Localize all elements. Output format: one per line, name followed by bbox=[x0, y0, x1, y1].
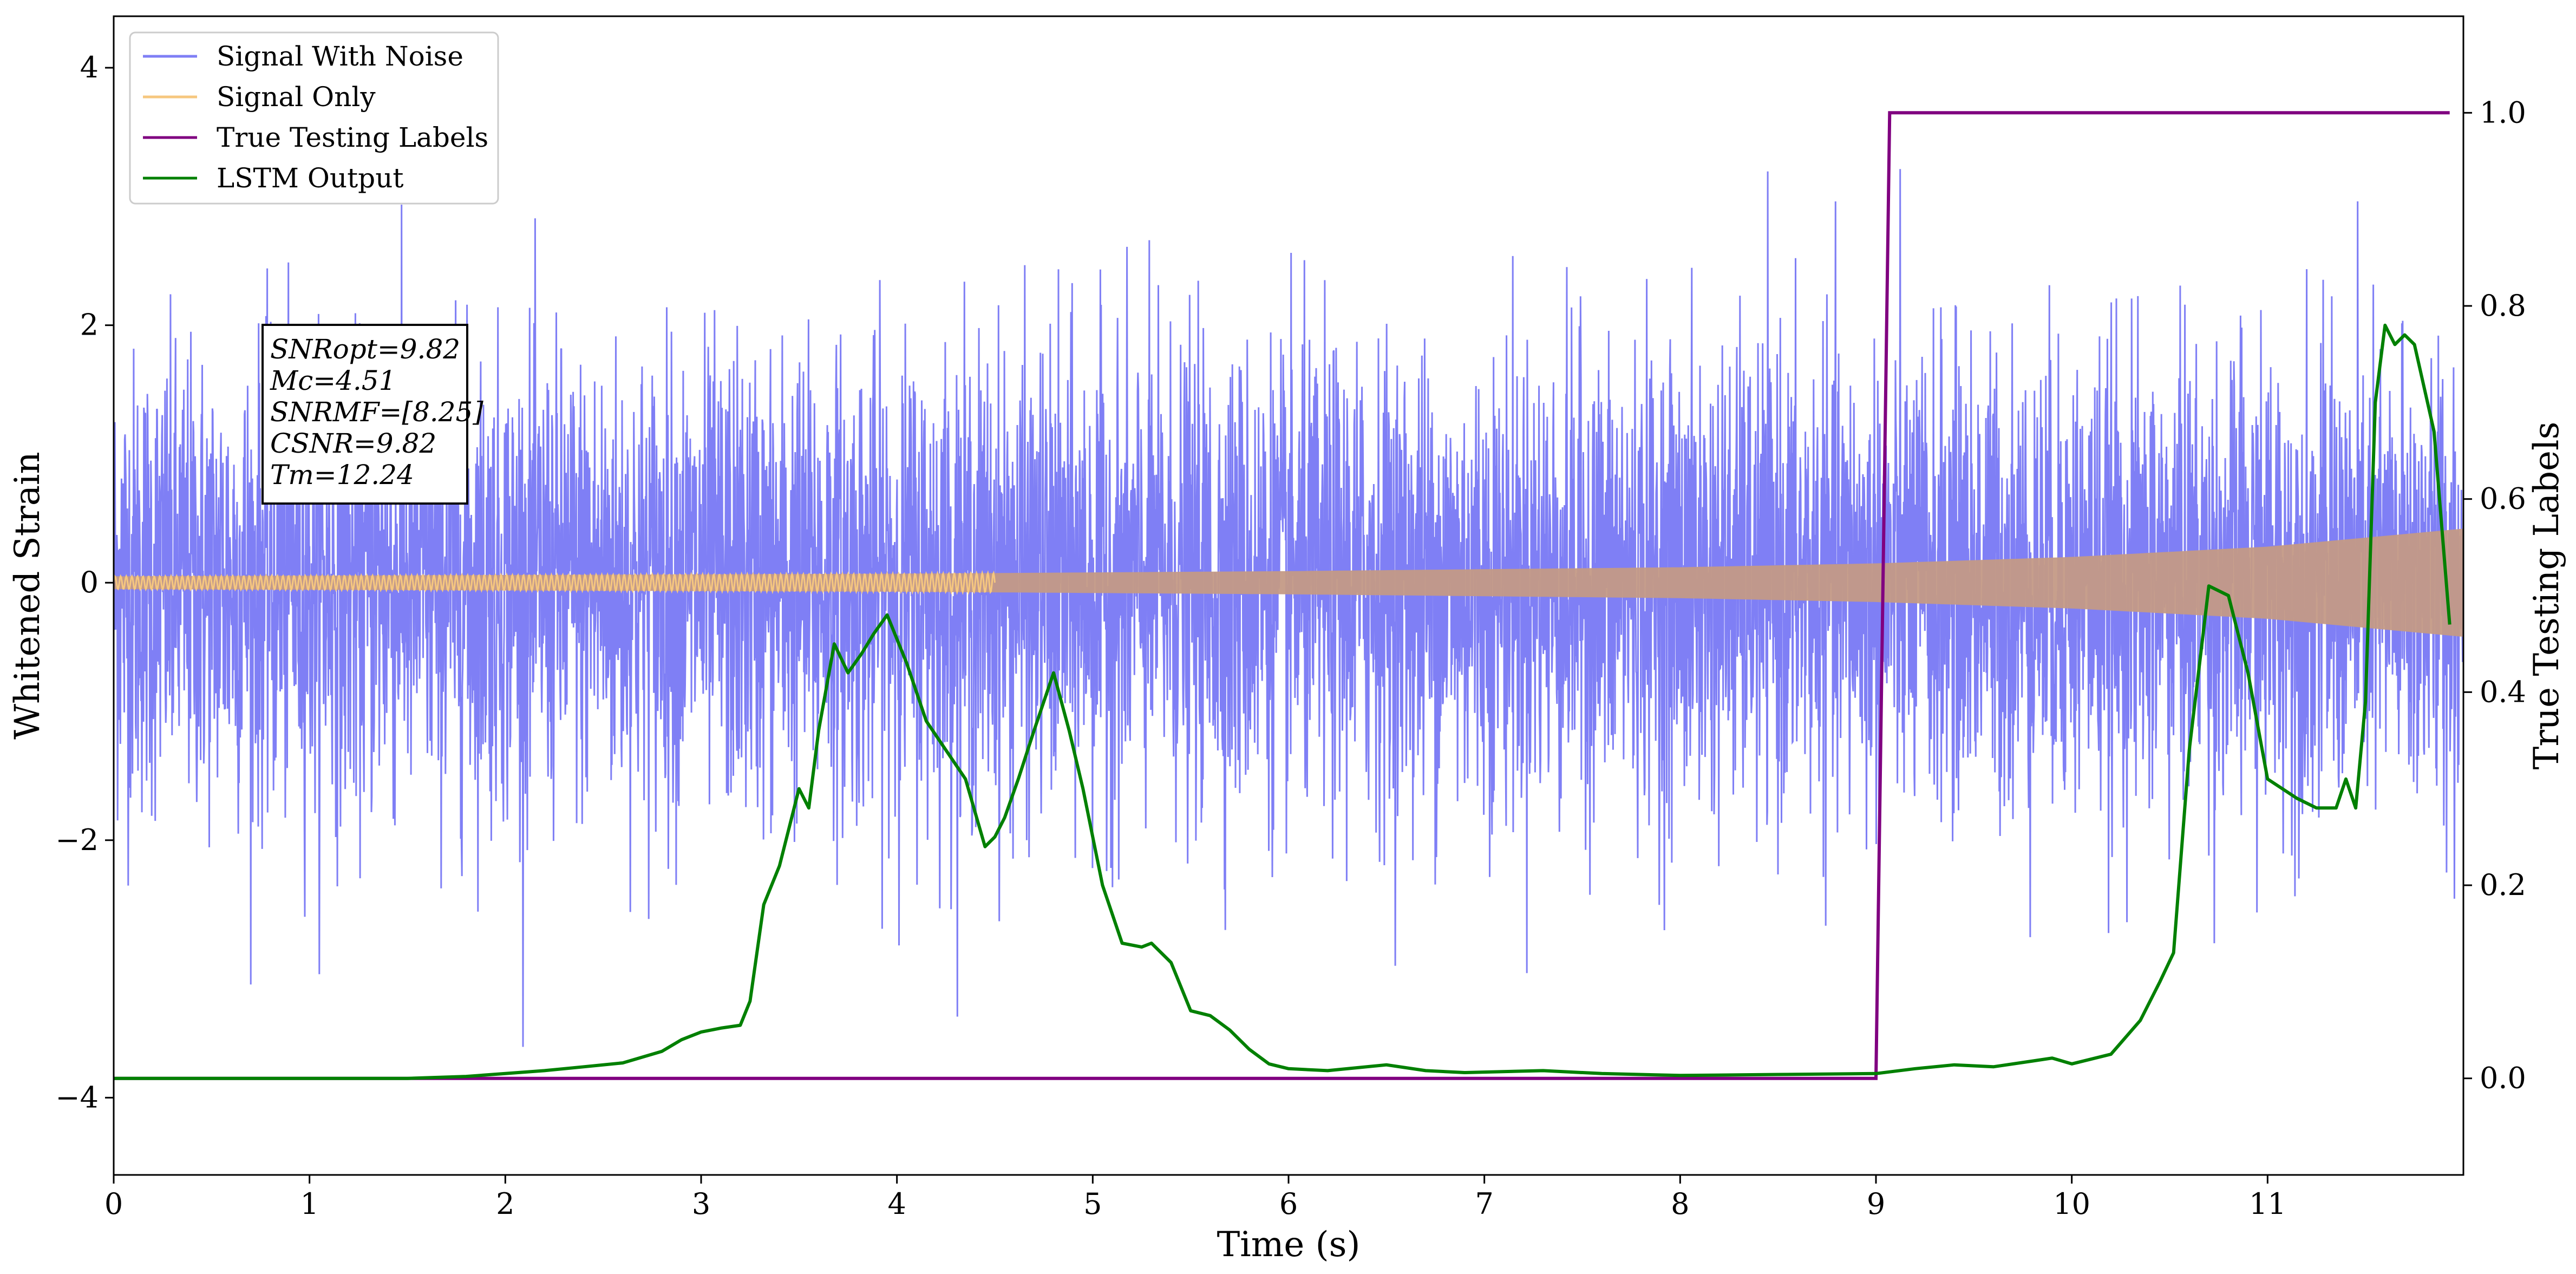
x-tick-label: 8 bbox=[1671, 1187, 1689, 1221]
signal-only-line bbox=[114, 570, 996, 596]
left-y-tick-label: 4 bbox=[80, 50, 99, 84]
x-tick-label: 6 bbox=[1279, 1187, 1298, 1221]
x-tick-label: 3 bbox=[692, 1187, 710, 1221]
legend-label-true-testing-labels: True Testing Labels bbox=[217, 122, 488, 153]
right-y-tick-label: 0.6 bbox=[2480, 482, 2526, 516]
left-y-axis-label: Whitened Strain bbox=[8, 452, 48, 739]
legend-label-lstm-output: LSTM Output bbox=[217, 162, 403, 194]
right-y-tick-label: 1.0 bbox=[2480, 95, 2526, 129]
lstm-output-series bbox=[114, 323, 2451, 1080]
true-testing-labels-series bbox=[114, 111, 2450, 1080]
x-tick-label: 0 bbox=[104, 1187, 123, 1221]
signal-only-band bbox=[114, 528, 2463, 637]
right-y-axis-ticks: 0.0 0.2 0.4 0.6 0.8 1.0 bbox=[2463, 95, 2526, 1095]
left-y-tick-label: 2 bbox=[80, 308, 99, 342]
right-y-tick-label: 0.0 bbox=[2480, 1061, 2526, 1095]
x-tick-label: 1 bbox=[300, 1187, 318, 1221]
x-tick-label: 9 bbox=[1867, 1187, 1885, 1221]
annotation-csnr: CSNR=9.82 bbox=[270, 428, 436, 459]
lstm-output-line bbox=[114, 323, 2451, 1080]
left-y-tick-label: −4 bbox=[55, 1080, 99, 1114]
x-tick-label: 5 bbox=[1083, 1187, 1102, 1221]
legend-box bbox=[129, 31, 499, 205]
annotation-snr-mf: SNRMF=[8.25] bbox=[270, 396, 483, 428]
left-y-tick-label: −2 bbox=[55, 823, 99, 857]
annotation-tm: Tm=12.24 bbox=[270, 459, 414, 491]
annotation-box: SNRopt=9.82 Mc=4.51 SNRMF=[8.25] CSNR=9.… bbox=[261, 324, 483, 505]
annotation-mc: Mc=4.51 bbox=[270, 365, 396, 396]
right-y-axis-label: True Testing Labels bbox=[2527, 422, 2567, 770]
left-y-tick-label: 0 bbox=[80, 565, 99, 599]
right-y-tick-label: 0.4 bbox=[2480, 675, 2526, 709]
x-axis-ticks: 0 1 2 3 4 5 6 7 8 9 10 11 bbox=[104, 1175, 2286, 1221]
x-tick-label: 4 bbox=[887, 1187, 906, 1221]
signal-only-series bbox=[114, 528, 2463, 637]
x-tick-label: 2 bbox=[496, 1187, 514, 1221]
legend: Signal With Noise Signal Only True Testi… bbox=[129, 31, 499, 205]
right-y-tick-label: 0.2 bbox=[2480, 868, 2526, 902]
true-testing-labels-line bbox=[114, 111, 2450, 1080]
x-axis-label: Time (s) bbox=[1217, 1225, 1361, 1265]
left-y-axis-ticks: −4 −2 0 2 4 bbox=[55, 50, 114, 1114]
x-tick-label: 11 bbox=[2249, 1187, 2286, 1221]
right-y-tick-label: 0.8 bbox=[2480, 289, 2526, 323]
legend-label-signal-only: Signal Only bbox=[217, 81, 376, 113]
legend-label-signal-with-noise: Signal With Noise bbox=[217, 41, 463, 72]
x-tick-label: 10 bbox=[2053, 1187, 2090, 1221]
annotation-frame bbox=[261, 324, 468, 505]
annotation-snr-opt: SNRopt=9.82 bbox=[270, 334, 460, 365]
x-tick-label: 7 bbox=[1475, 1187, 1493, 1221]
